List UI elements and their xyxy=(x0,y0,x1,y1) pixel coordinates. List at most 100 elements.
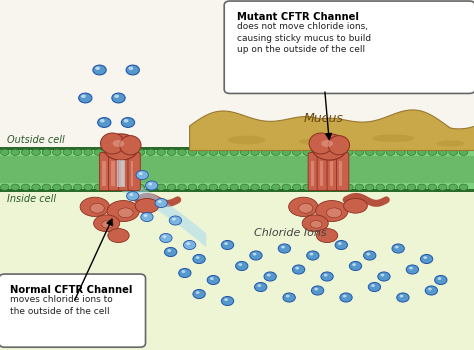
Bar xyxy=(0,183,474,191)
Bar xyxy=(117,160,125,187)
Circle shape xyxy=(313,149,322,155)
Circle shape xyxy=(0,149,9,155)
Bar xyxy=(111,161,115,186)
Ellipse shape xyxy=(309,133,333,154)
Circle shape xyxy=(278,244,291,253)
Circle shape xyxy=(311,286,324,295)
Circle shape xyxy=(209,184,218,190)
Circle shape xyxy=(355,149,364,155)
Bar xyxy=(102,161,106,186)
Circle shape xyxy=(428,288,432,290)
Circle shape xyxy=(368,282,381,292)
Circle shape xyxy=(376,184,384,190)
Circle shape xyxy=(340,293,352,302)
Circle shape xyxy=(98,118,111,127)
Ellipse shape xyxy=(316,201,348,222)
Circle shape xyxy=(352,263,356,266)
Ellipse shape xyxy=(103,134,138,160)
Circle shape xyxy=(386,184,395,190)
Circle shape xyxy=(366,253,370,256)
Circle shape xyxy=(193,254,205,264)
Circle shape xyxy=(164,247,177,257)
Bar xyxy=(339,161,342,186)
Circle shape xyxy=(376,149,384,155)
Bar xyxy=(121,161,125,186)
Circle shape xyxy=(126,149,134,155)
Circle shape xyxy=(397,293,409,302)
Circle shape xyxy=(349,261,362,271)
Circle shape xyxy=(196,256,200,259)
Circle shape xyxy=(172,218,176,220)
Circle shape xyxy=(141,212,153,222)
Circle shape xyxy=(397,184,405,190)
Circle shape xyxy=(281,246,285,248)
Ellipse shape xyxy=(113,140,124,147)
Ellipse shape xyxy=(321,140,333,147)
Circle shape xyxy=(343,295,346,298)
Circle shape xyxy=(63,149,72,155)
Circle shape xyxy=(73,149,82,155)
Circle shape xyxy=(163,235,166,238)
Circle shape xyxy=(292,149,301,155)
Circle shape xyxy=(167,184,176,190)
Circle shape xyxy=(355,184,364,190)
Circle shape xyxy=(303,149,311,155)
Circle shape xyxy=(238,263,242,266)
Circle shape xyxy=(321,272,333,281)
Circle shape xyxy=(186,242,190,245)
Bar xyxy=(131,161,133,186)
Circle shape xyxy=(146,149,155,155)
Circle shape xyxy=(63,184,72,190)
Bar xyxy=(0,147,474,150)
Circle shape xyxy=(435,275,447,285)
Circle shape xyxy=(230,149,238,155)
Circle shape xyxy=(459,184,468,190)
Circle shape xyxy=(146,184,155,190)
Circle shape xyxy=(345,184,353,190)
Circle shape xyxy=(392,244,404,253)
Circle shape xyxy=(94,184,103,190)
Circle shape xyxy=(459,149,468,155)
Circle shape xyxy=(155,198,167,208)
Circle shape xyxy=(428,149,437,155)
Circle shape xyxy=(264,272,276,281)
Bar xyxy=(320,161,323,186)
Circle shape xyxy=(267,274,271,276)
Ellipse shape xyxy=(120,135,141,155)
Circle shape xyxy=(136,184,145,190)
Circle shape xyxy=(230,184,238,190)
Circle shape xyxy=(32,184,40,190)
Circle shape xyxy=(95,66,100,70)
Circle shape xyxy=(124,119,128,122)
Circle shape xyxy=(11,184,19,190)
Ellipse shape xyxy=(100,133,124,154)
Circle shape xyxy=(178,149,186,155)
Ellipse shape xyxy=(108,229,129,243)
Circle shape xyxy=(334,149,343,155)
Circle shape xyxy=(250,251,262,260)
Circle shape xyxy=(207,275,219,285)
Circle shape xyxy=(418,184,426,190)
Circle shape xyxy=(261,184,270,190)
Circle shape xyxy=(272,184,280,190)
Circle shape xyxy=(158,200,162,203)
Circle shape xyxy=(407,149,416,155)
Circle shape xyxy=(253,253,256,256)
Circle shape xyxy=(21,149,30,155)
Circle shape xyxy=(251,149,259,155)
Circle shape xyxy=(428,184,437,190)
Bar xyxy=(0,184,474,350)
Circle shape xyxy=(21,184,30,190)
Circle shape xyxy=(324,149,332,155)
Bar xyxy=(0,149,474,156)
Circle shape xyxy=(94,149,103,155)
Circle shape xyxy=(283,293,295,302)
Circle shape xyxy=(221,240,234,250)
Circle shape xyxy=(84,184,92,190)
Circle shape xyxy=(105,149,113,155)
Circle shape xyxy=(100,119,105,122)
Circle shape xyxy=(196,291,200,294)
Circle shape xyxy=(407,184,416,190)
Circle shape xyxy=(314,288,318,290)
Circle shape xyxy=(42,184,51,190)
